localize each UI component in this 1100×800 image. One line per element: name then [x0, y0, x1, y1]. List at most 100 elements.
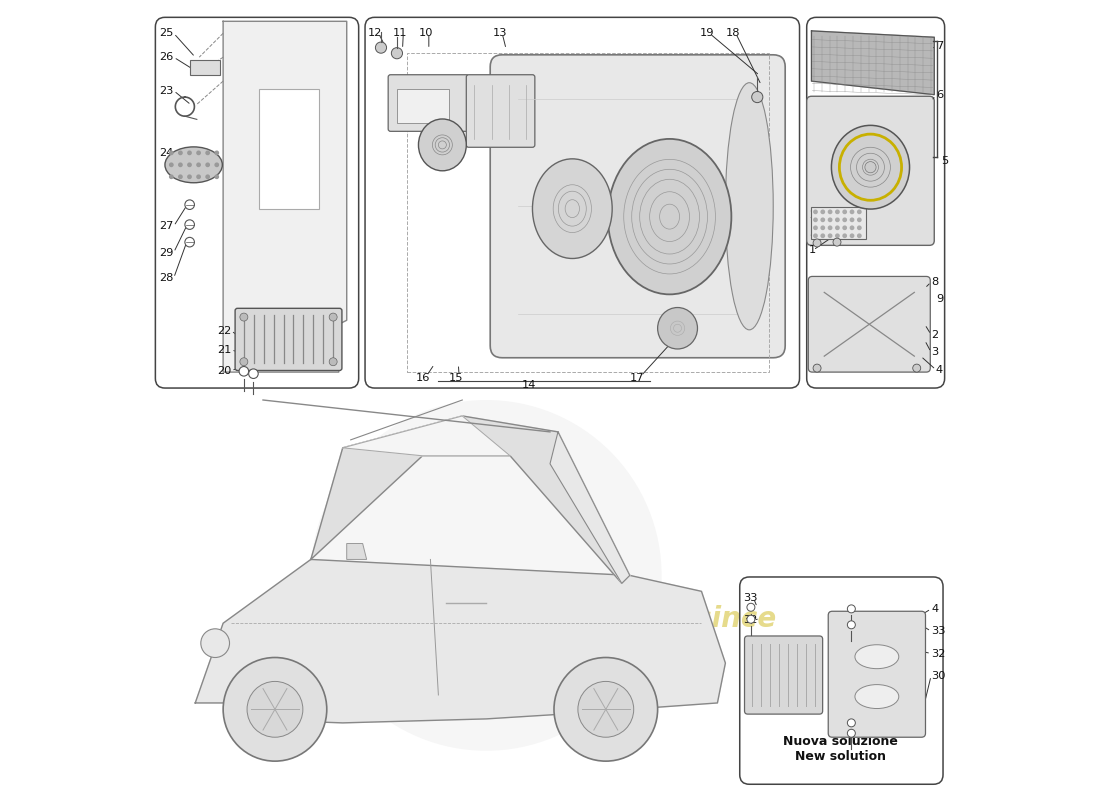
Text: 33: 33 — [742, 593, 758, 602]
Circle shape — [196, 174, 201, 179]
Circle shape — [857, 234, 861, 238]
Text: 4: 4 — [936, 365, 943, 374]
Text: 6: 6 — [936, 90, 943, 101]
Circle shape — [913, 364, 921, 372]
Text: 1: 1 — [810, 245, 816, 255]
Text: 2: 2 — [931, 330, 938, 340]
Circle shape — [843, 234, 847, 238]
Text: 34: 34 — [742, 660, 757, 670]
Circle shape — [747, 615, 755, 623]
Text: 20: 20 — [217, 366, 231, 375]
Text: 31: 31 — [742, 638, 758, 647]
Circle shape — [214, 174, 219, 179]
Ellipse shape — [532, 159, 613, 258]
Ellipse shape — [608, 139, 732, 294]
Circle shape — [187, 162, 191, 167]
Circle shape — [214, 150, 219, 155]
Text: 16: 16 — [416, 374, 430, 383]
Circle shape — [223, 658, 327, 761]
Circle shape — [813, 234, 818, 238]
Circle shape — [185, 238, 195, 247]
Circle shape — [196, 162, 201, 167]
Text: a passion for parts since: a passion for parts since — [390, 606, 776, 634]
Text: 3: 3 — [931, 347, 938, 357]
Circle shape — [813, 218, 818, 222]
Circle shape — [747, 603, 755, 611]
Circle shape — [849, 210, 855, 214]
Text: 21: 21 — [217, 345, 231, 354]
FancyBboxPatch shape — [808, 277, 931, 372]
Circle shape — [849, 234, 855, 238]
Circle shape — [185, 220, 195, 230]
Circle shape — [813, 210, 818, 214]
Circle shape — [185, 200, 195, 210]
Circle shape — [239, 366, 249, 376]
Polygon shape — [343, 416, 510, 456]
Text: 32: 32 — [742, 615, 757, 625]
Text: Nuova soluzione
New solution: Nuova soluzione New solution — [783, 734, 898, 762]
Circle shape — [169, 174, 174, 179]
Text: 3: 3 — [810, 227, 816, 238]
Circle shape — [169, 150, 174, 155]
Circle shape — [554, 658, 658, 761]
Circle shape — [329, 358, 337, 366]
Circle shape — [329, 313, 337, 321]
Circle shape — [178, 162, 183, 167]
Circle shape — [392, 48, 403, 58]
Text: 19: 19 — [700, 28, 714, 38]
Text: 27: 27 — [160, 222, 174, 231]
Text: 8: 8 — [931, 277, 938, 287]
Circle shape — [240, 358, 248, 366]
Circle shape — [813, 226, 818, 230]
Text: 25: 25 — [160, 28, 174, 38]
Circle shape — [847, 730, 856, 738]
Polygon shape — [812, 31, 934, 94]
Circle shape — [843, 210, 847, 214]
Circle shape — [821, 210, 825, 214]
FancyBboxPatch shape — [466, 74, 535, 147]
Circle shape — [178, 150, 183, 155]
Circle shape — [857, 218, 861, 222]
Circle shape — [201, 629, 230, 658]
Circle shape — [311, 400, 661, 750]
Ellipse shape — [165, 147, 222, 182]
FancyBboxPatch shape — [491, 55, 785, 358]
Text: 17: 17 — [629, 374, 645, 383]
Circle shape — [751, 91, 763, 102]
Polygon shape — [311, 416, 629, 583]
Ellipse shape — [658, 307, 697, 349]
Circle shape — [813, 364, 821, 372]
Circle shape — [835, 234, 839, 238]
Text: 5: 5 — [940, 156, 948, 166]
Polygon shape — [223, 22, 346, 372]
Text: 7: 7 — [936, 41, 943, 51]
Circle shape — [835, 210, 839, 214]
Text: 15: 15 — [449, 374, 463, 383]
Circle shape — [206, 174, 210, 179]
Bar — [812, 207, 866, 239]
Text: 29: 29 — [160, 247, 174, 258]
Circle shape — [821, 218, 825, 222]
Circle shape — [248, 682, 302, 738]
FancyBboxPatch shape — [806, 96, 934, 246]
Text: 32: 32 — [931, 649, 945, 658]
Circle shape — [827, 218, 833, 222]
Circle shape — [187, 150, 191, 155]
Ellipse shape — [855, 685, 899, 709]
Circle shape — [169, 162, 174, 167]
Circle shape — [843, 226, 847, 230]
Circle shape — [178, 174, 183, 179]
Bar — [258, 89, 319, 209]
Circle shape — [240, 313, 248, 321]
Text: 9: 9 — [936, 294, 943, 304]
Circle shape — [827, 210, 833, 214]
Circle shape — [827, 234, 833, 238]
Circle shape — [214, 162, 219, 167]
Text: 18: 18 — [725, 28, 740, 38]
Circle shape — [849, 218, 855, 222]
Circle shape — [249, 369, 258, 378]
Circle shape — [849, 226, 855, 230]
Circle shape — [847, 719, 856, 727]
Text: 23: 23 — [160, 86, 174, 96]
Circle shape — [847, 621, 856, 629]
